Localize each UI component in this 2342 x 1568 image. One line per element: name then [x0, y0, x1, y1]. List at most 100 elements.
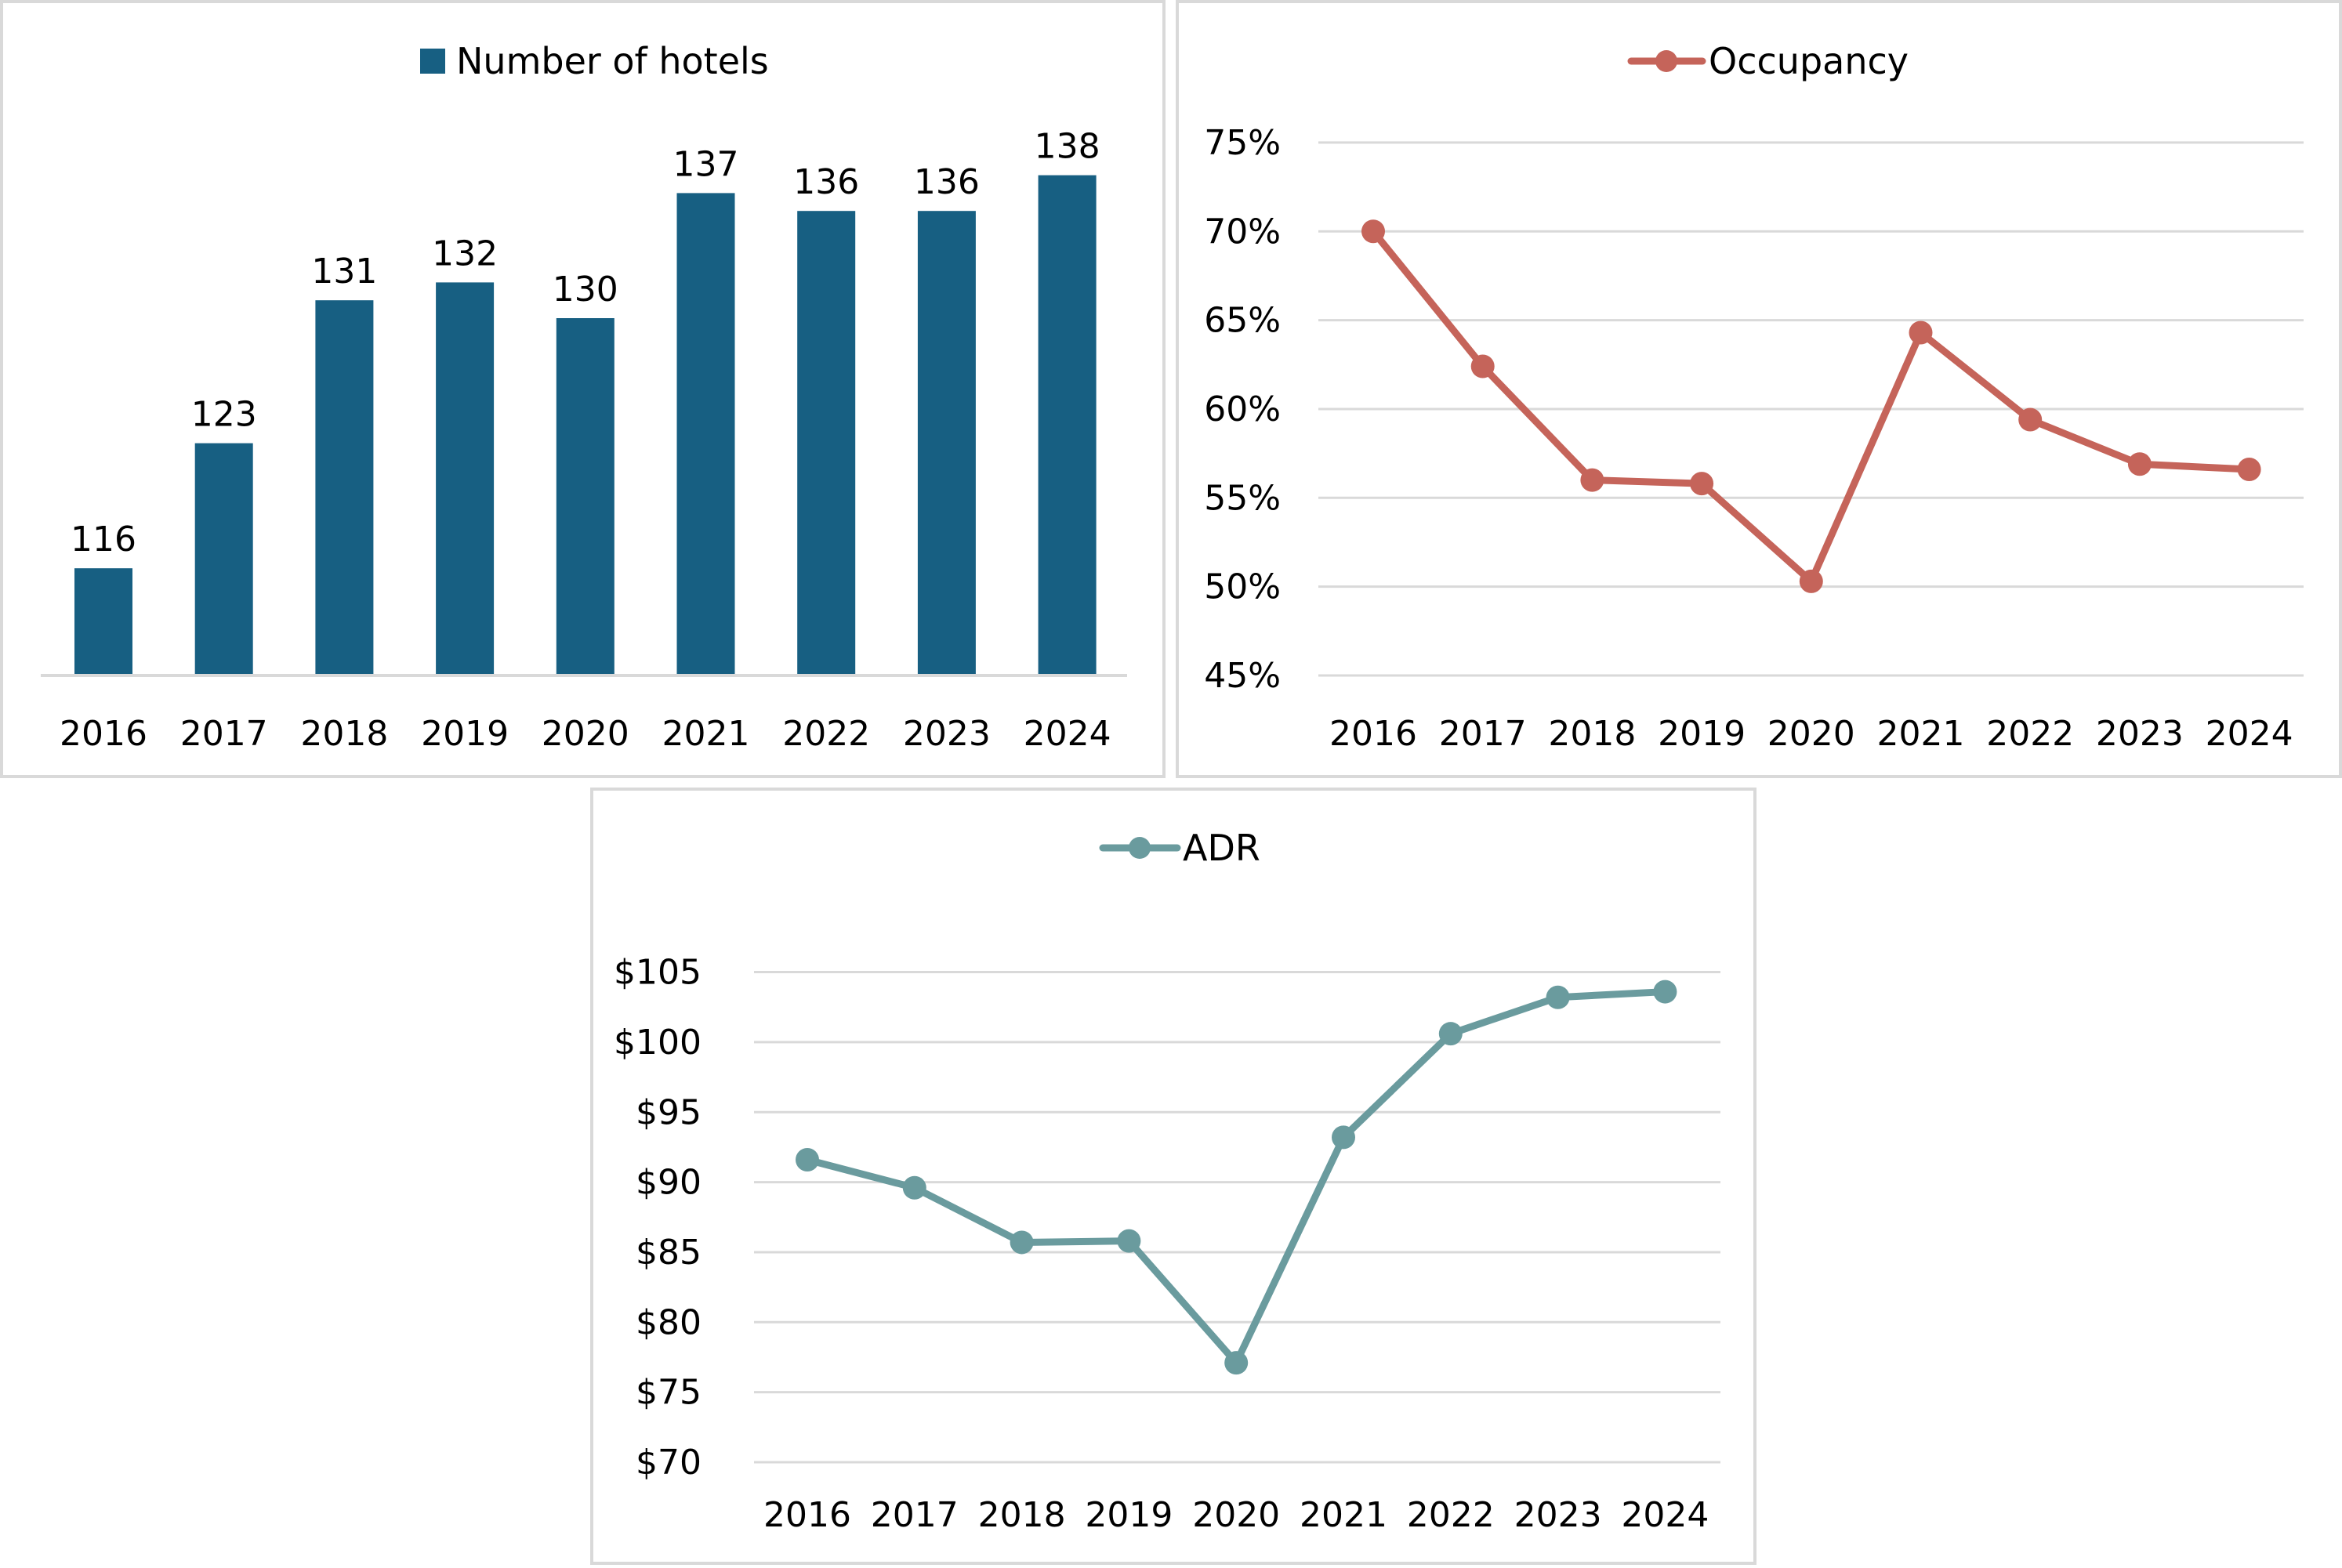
adr-x-tick-label: 2016: [763, 1495, 851, 1535]
hotels-bar: [676, 193, 735, 675]
hotels-chart-panel: Number of hotels 116 123 131 132 130 137 136 13…: [0, 0, 1166, 778]
occ-x-tick-label: 2024: [2206, 714, 2293, 754]
occupancy-x-tick-labels: 2016 2017 2018 2019 2020 2021 2022 2023 2024: [1329, 714, 2293, 754]
occ-x-tick-label: 2018: [1548, 714, 1636, 754]
occ-data-point: [2018, 407, 2043, 432]
adr-legend-label: ADR: [1183, 827, 1260, 869]
occupancy-legend-label: Occupancy: [1709, 40, 1909, 82]
occupancy-chart: Occupancy 45% 50% 55% 60% 65% 70% 75% 2016 2017…: [1204, 40, 2304, 754]
occ-line: [1369, 227, 2253, 585]
occ-x-tick-label: 2016: [1329, 714, 1417, 754]
adr-y-tick-label: $95: [636, 1092, 702, 1132]
hotels-bar: [917, 211, 976, 675]
adr-data-point: [1438, 1022, 1463, 1046]
hotels-x-tick-label: 2023: [903, 714, 991, 754]
hotels-x-tick-label: 2019: [421, 714, 509, 754]
hotels-data-label: 123: [191, 395, 257, 435]
occ-y-tick-label: 75%: [1204, 123, 1281, 163]
occ-x-tick-label: 2021: [1877, 714, 1965, 754]
occupancy-legend-marker-icon: [1655, 50, 1677, 72]
hotels-bar: [556, 318, 615, 675]
occ-data-point: [1580, 468, 1604, 492]
hotels-x-tick-label: 2021: [662, 714, 750, 754]
adr-x-tick-labels: 2016 2017 2018 2019 2020 2021 2022 2023 2024: [763, 1495, 1709, 1535]
adr-series: [796, 980, 1677, 1375]
hotels-x-tick-labels: 2016 2017 2018 2019 2020 2021 2022 2023 2024: [60, 714, 1111, 754]
adr-y-tick-label: $75: [636, 1373, 702, 1413]
adr-data-point: [1653, 980, 1677, 1004]
occ-data-point: [1361, 219, 1385, 244]
occupancy-chart-panel: Occupancy 45% 50% 55% 60% 65% 70% 75% 2016 2017…: [1176, 0, 2342, 778]
hotels-bars: 116 123 131 132 130 137 136 136 138: [71, 127, 1100, 676]
occ-x-tick-label: 2023: [2096, 714, 2184, 754]
hotels-x-tick-label: 2020: [542, 714, 629, 754]
occ-data-point: [1690, 472, 1714, 496]
occupancy-y-tick-labels: 45% 50% 55% 60% 65% 70% 75%: [1204, 123, 1281, 696]
adr-y-tick-label: $90: [636, 1163, 702, 1203]
adr-data-point: [1010, 1230, 1034, 1255]
hotels-data-label: 116: [71, 520, 136, 559]
occ-data-point: [1470, 354, 1495, 378]
occ-data-point: [1909, 320, 1933, 345]
occ-x-tick-label: 2020: [1767, 714, 1855, 754]
adr-data-point: [796, 1148, 819, 1172]
adr-y-tick-label: $105: [614, 953, 702, 993]
adr-x-tick-label: 2023: [1514, 1495, 1602, 1535]
hotels-bar: [74, 568, 132, 675]
hotels-data-label: 136: [793, 162, 859, 202]
hotels-data-label: 137: [673, 144, 739, 184]
hotels-x-tick-label: 2024: [1024, 714, 1111, 754]
hotels-bar: [194, 443, 253, 675]
occ-x-tick-label: 2019: [1658, 714, 1746, 754]
hotels-bar: [315, 300, 374, 675]
adr-data-point: [1224, 1351, 1249, 1375]
occ-y-tick-label: 60%: [1204, 389, 1281, 429]
adr-gridlines: [754, 971, 1720, 1464]
occ-data-point: [2237, 458, 2261, 482]
adr-chart-panel: ADR $70 $75 $80 $85 $90 $95 $100 $105 2016 2017 2…: [590, 788, 1756, 1565]
occ-y-tick-label: 50%: [1204, 567, 1281, 607]
adr-y-tick-label: $100: [614, 1023, 702, 1063]
hotels-bar: [797, 211, 856, 675]
adr-x-tick-label: 2019: [1085, 1495, 1173, 1535]
occupancy-legend: Occupancy: [1627, 40, 1909, 82]
occ-y-tick-label: 55%: [1204, 478, 1281, 518]
adr-chart: ADR $70 $75 $80 $85 $90 $95 $100 $105 2016 2017 2…: [614, 827, 1720, 1535]
hotels-legend-label: Number of hotels: [456, 40, 769, 82]
hotels-data-label: 136: [914, 162, 980, 202]
hotels-data-label: 132: [432, 234, 498, 273]
adr-data-point: [1332, 1125, 1355, 1150]
adr-x-tick-label: 2022: [1407, 1495, 1495, 1535]
occ-x-tick-label: 2022: [1986, 714, 2074, 754]
adr-y-tick-label: $70: [636, 1443, 702, 1483]
adr-data-point: [1117, 1229, 1141, 1253]
occ-y-tick-label: 65%: [1204, 301, 1281, 341]
adr-x-tick-label: 2017: [871, 1495, 959, 1535]
hotels-bar: [1038, 175, 1097, 676]
hotels-legend: Number of hotels: [420, 40, 769, 82]
adr-data-point: [902, 1175, 926, 1200]
hotels-data-label: 131: [311, 252, 377, 292]
occ-y-tick-label: 45%: [1204, 656, 1281, 696]
hotels-bar: [436, 282, 495, 675]
hotels-x-tick-label: 2017: [180, 714, 268, 754]
adr-line: [803, 988, 1669, 1367]
occ-data-point: [1799, 569, 1823, 593]
adr-legend-marker-icon: [1129, 837, 1151, 859]
hotels-data-label: 138: [1035, 127, 1100, 167]
occupancy-series: [1361, 219, 2261, 593]
adr-x-tick-label: 2024: [1621, 1495, 1709, 1535]
hotels-legend-swatch-icon: [420, 49, 445, 74]
hotels-data-label: 130: [553, 270, 618, 310]
adr-x-tick-label: 2020: [1192, 1495, 1280, 1535]
adr-y-tick-label: $80: [636, 1302, 702, 1342]
adr-data-point: [1546, 985, 1570, 1009]
adr-x-tick-label: 2018: [978, 1495, 1066, 1535]
adr-y-tick-label: $85: [636, 1233, 702, 1273]
occupancy-gridlines: [1318, 141, 2304, 677]
adr-y-tick-labels: $70 $75 $80 $85 $90 $95 $100 $105: [614, 953, 702, 1483]
occ-y-tick-label: 70%: [1204, 212, 1281, 252]
hotels-chart: Number of hotels 116 123 131 132 130 137 136 13…: [41, 40, 1127, 754]
hotels-x-tick-label: 2016: [60, 714, 147, 754]
hotels-x-tick-label: 2022: [782, 714, 870, 754]
